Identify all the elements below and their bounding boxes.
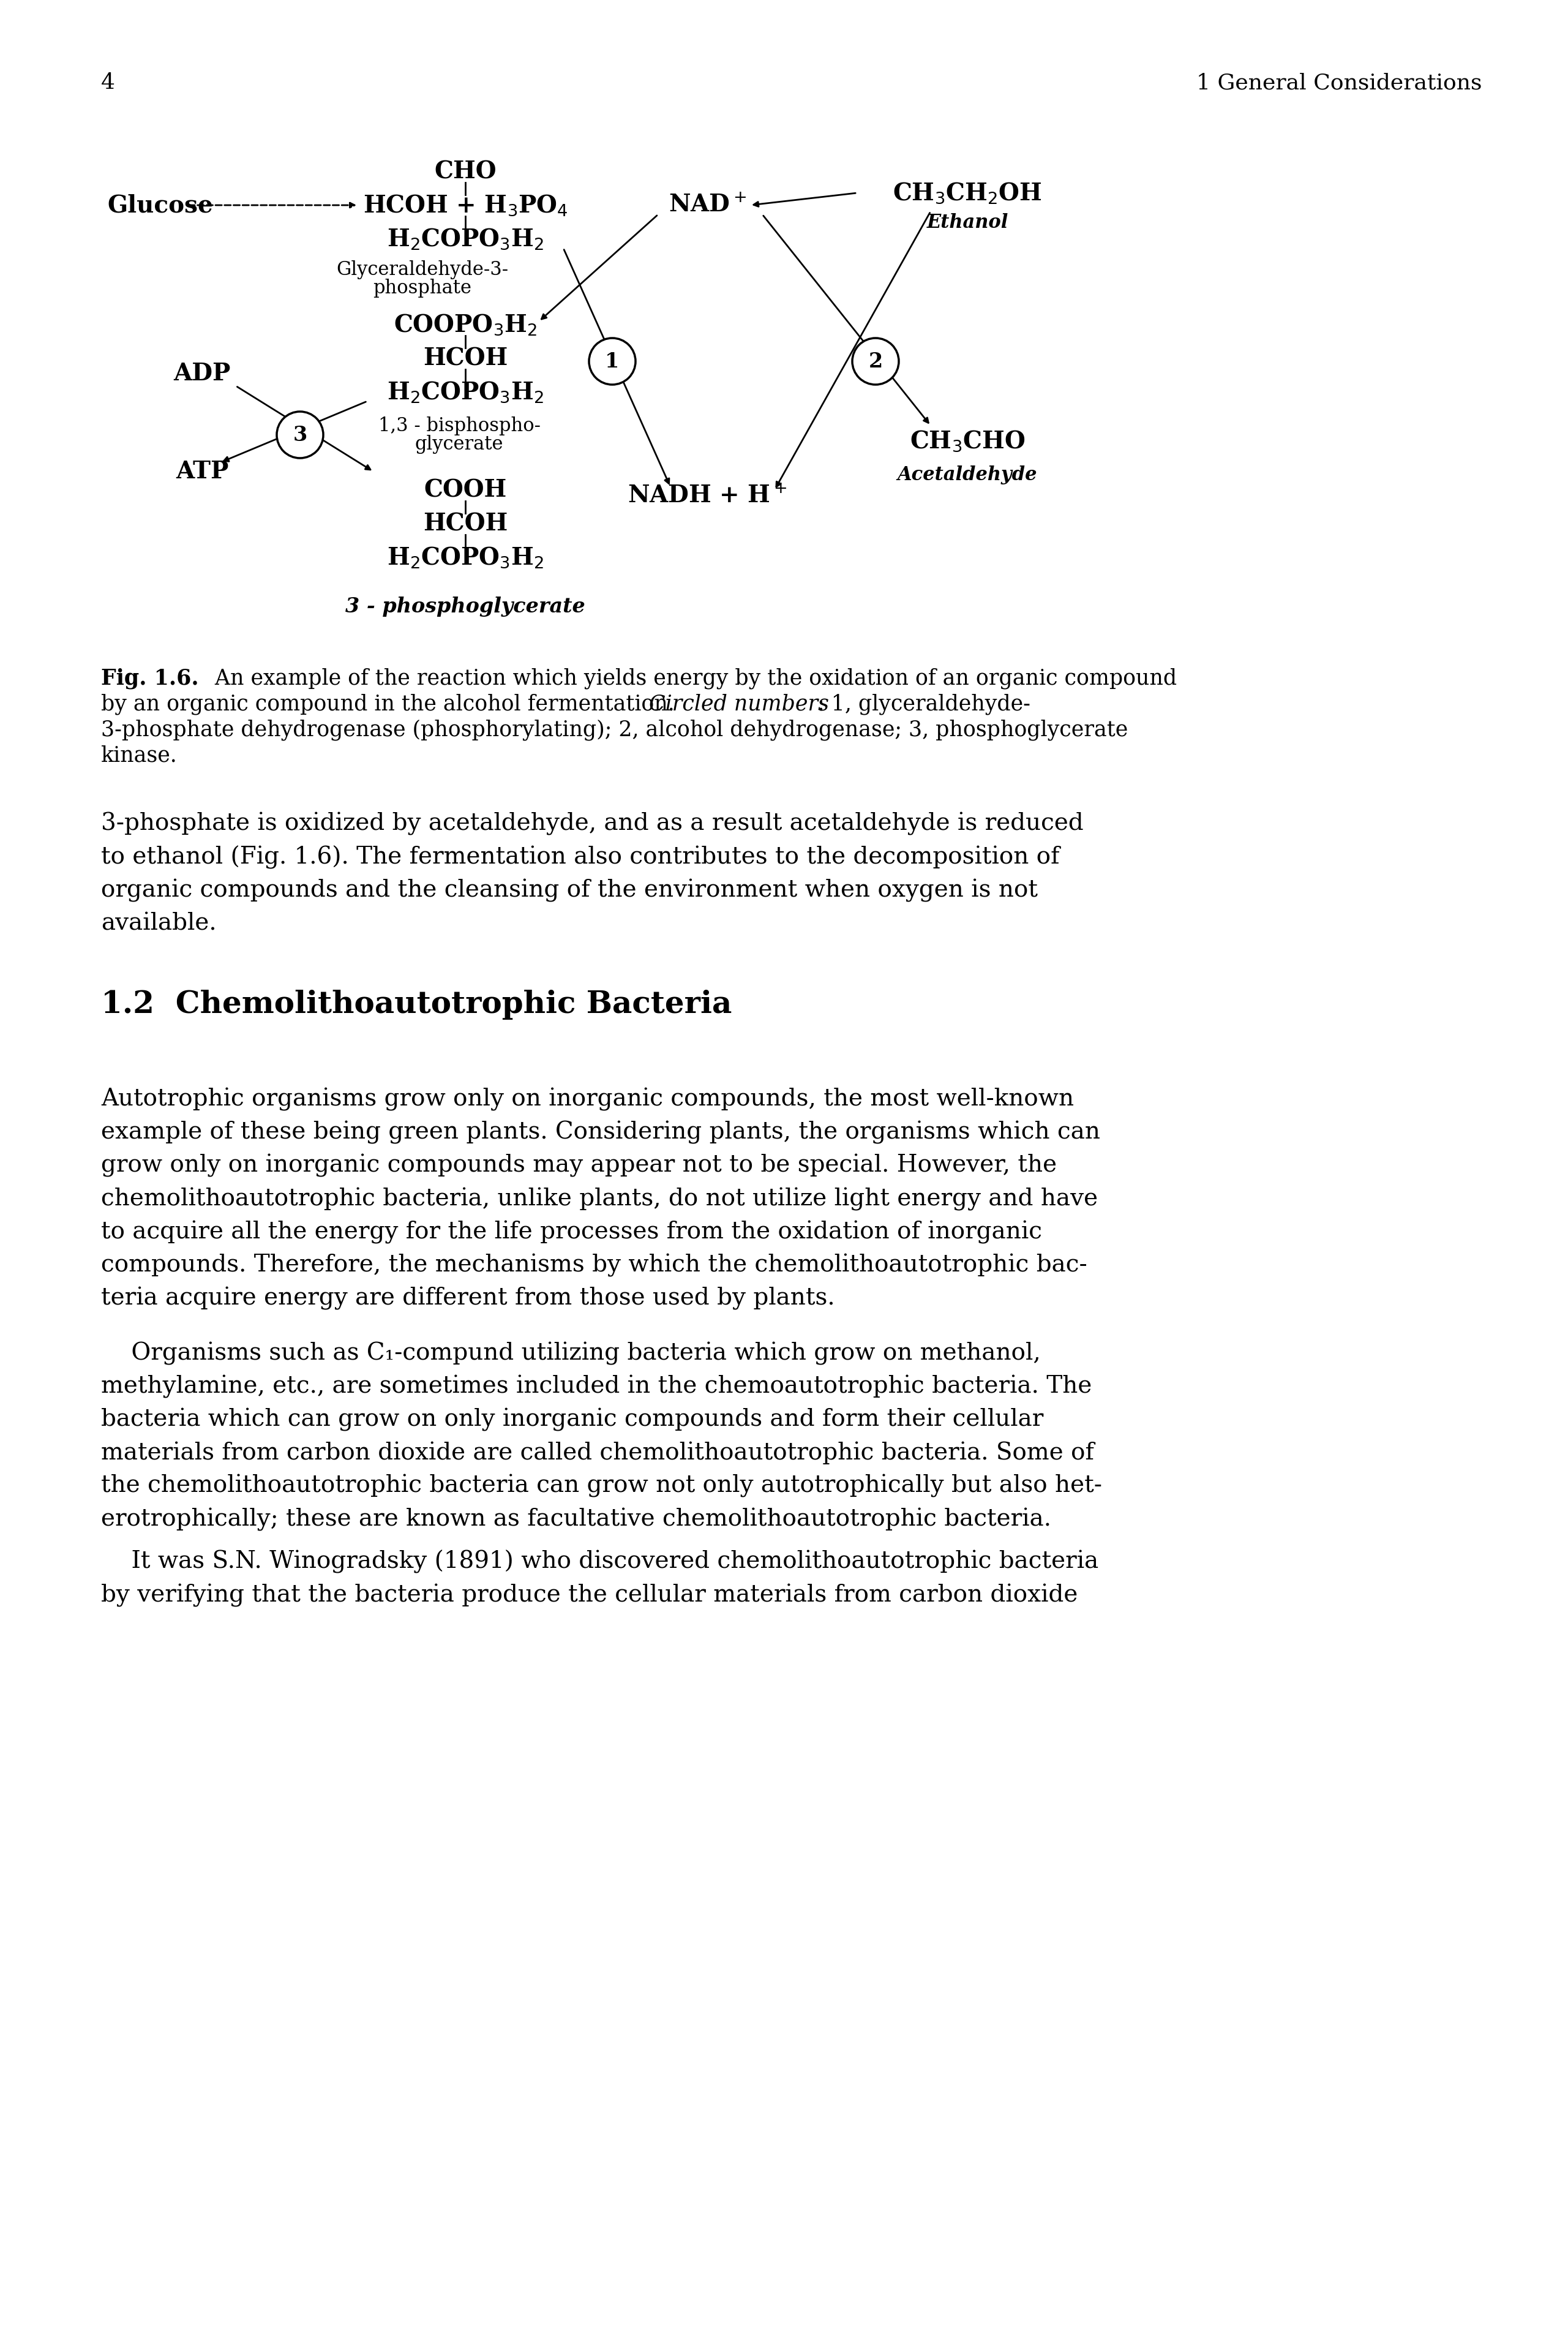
- Text: 3 - phosphoglycerate: 3 - phosphoglycerate: [345, 597, 585, 616]
- Text: 1.2  Chemolithoautotrophic Bacteria: 1.2 Chemolithoautotrophic Bacteria: [100, 991, 732, 1019]
- Text: H$_2$COPO$_3$H$_2$: H$_2$COPO$_3$H$_2$: [387, 227, 544, 251]
- Text: An example of the reaction which yields energy by the oxidation of an organic co: An example of the reaction which yields …: [209, 667, 1178, 689]
- Circle shape: [590, 337, 635, 384]
- Text: phosphate: phosphate: [373, 279, 472, 297]
- Text: It was S.N. Winogradsky (1891) who discovered chemolithoautotrophic bacteria
by : It was S.N. Winogradsky (1891) who disco…: [100, 1550, 1099, 1607]
- Text: COOH: COOH: [423, 478, 506, 501]
- Text: 3-phosphate is oxidized by acetaldehyde, and as a result acetaldehyde is reduced: 3-phosphate is oxidized by acetaldehyde,…: [100, 813, 1083, 934]
- Text: COOPO$_3$H$_2$: COOPO$_3$H$_2$: [394, 311, 536, 337]
- Text: Fig. 1.6.: Fig. 1.6.: [100, 667, 199, 689]
- Text: by an organic compound in the alcohol fermentation.: by an organic compound in the alcohol fe…: [100, 693, 681, 714]
- Text: 3: 3: [293, 424, 307, 445]
- Text: 1: 1: [605, 351, 619, 372]
- Text: H$_2$COPO$_3$H$_2$: H$_2$COPO$_3$H$_2$: [387, 379, 544, 405]
- Text: CH$_3$CHO: CH$_3$CHO: [909, 429, 1025, 452]
- Text: CH$_3$CH$_2$OH: CH$_3$CH$_2$OH: [892, 180, 1043, 206]
- Circle shape: [853, 337, 898, 384]
- Text: 4: 4: [100, 73, 114, 94]
- Text: glycerate: glycerate: [416, 436, 503, 454]
- Text: : 1, glyceraldehyde-: : 1, glyceraldehyde-: [817, 693, 1030, 714]
- Text: Ethanol: Ethanol: [927, 213, 1008, 232]
- Circle shape: [276, 412, 323, 459]
- Text: ATP: ATP: [176, 459, 229, 482]
- Text: Circled numbers: Circled numbers: [649, 693, 829, 714]
- Text: HCOH: HCOH: [423, 513, 508, 536]
- Text: Glyceraldehyde-3-: Glyceraldehyde-3-: [337, 260, 508, 279]
- Text: HCOH: HCOH: [423, 347, 508, 370]
- Text: Glucose: Glucose: [107, 194, 213, 218]
- Text: Autotrophic organisms grow only on inorganic compounds, the most well-known
exam: Autotrophic organisms grow only on inorg…: [100, 1087, 1101, 1309]
- Text: NAD$^+$: NAD$^+$: [668, 194, 746, 218]
- Text: Organisms such as C₁-compund utilizing bacteria which grow on methanol,
methylam: Organisms such as C₁-compund utilizing b…: [100, 1342, 1102, 1532]
- Text: 2: 2: [869, 351, 883, 372]
- Text: 1 General Considerations: 1 General Considerations: [1196, 73, 1482, 94]
- Text: CHO: CHO: [434, 159, 497, 183]
- Text: Acetaldehyde: Acetaldehyde: [897, 466, 1038, 485]
- Text: ADP: ADP: [174, 363, 230, 384]
- Text: H$_2$COPO$_3$H$_2$: H$_2$COPO$_3$H$_2$: [387, 546, 544, 569]
- Text: kinase.: kinase.: [100, 745, 177, 766]
- Text: HCOH + H$_3$PO$_4$: HCOH + H$_3$PO$_4$: [362, 192, 568, 218]
- Text: 3-phosphate dehydrogenase (phosphorylating); 2, alcohol dehydrogenase; 3, phosph: 3-phosphate dehydrogenase (phosphorylati…: [100, 719, 1127, 740]
- Text: 1,3 - bisphospho-: 1,3 - bisphospho-: [378, 417, 541, 436]
- Text: NADH + H$^+$: NADH + H$^+$: [627, 485, 787, 508]
